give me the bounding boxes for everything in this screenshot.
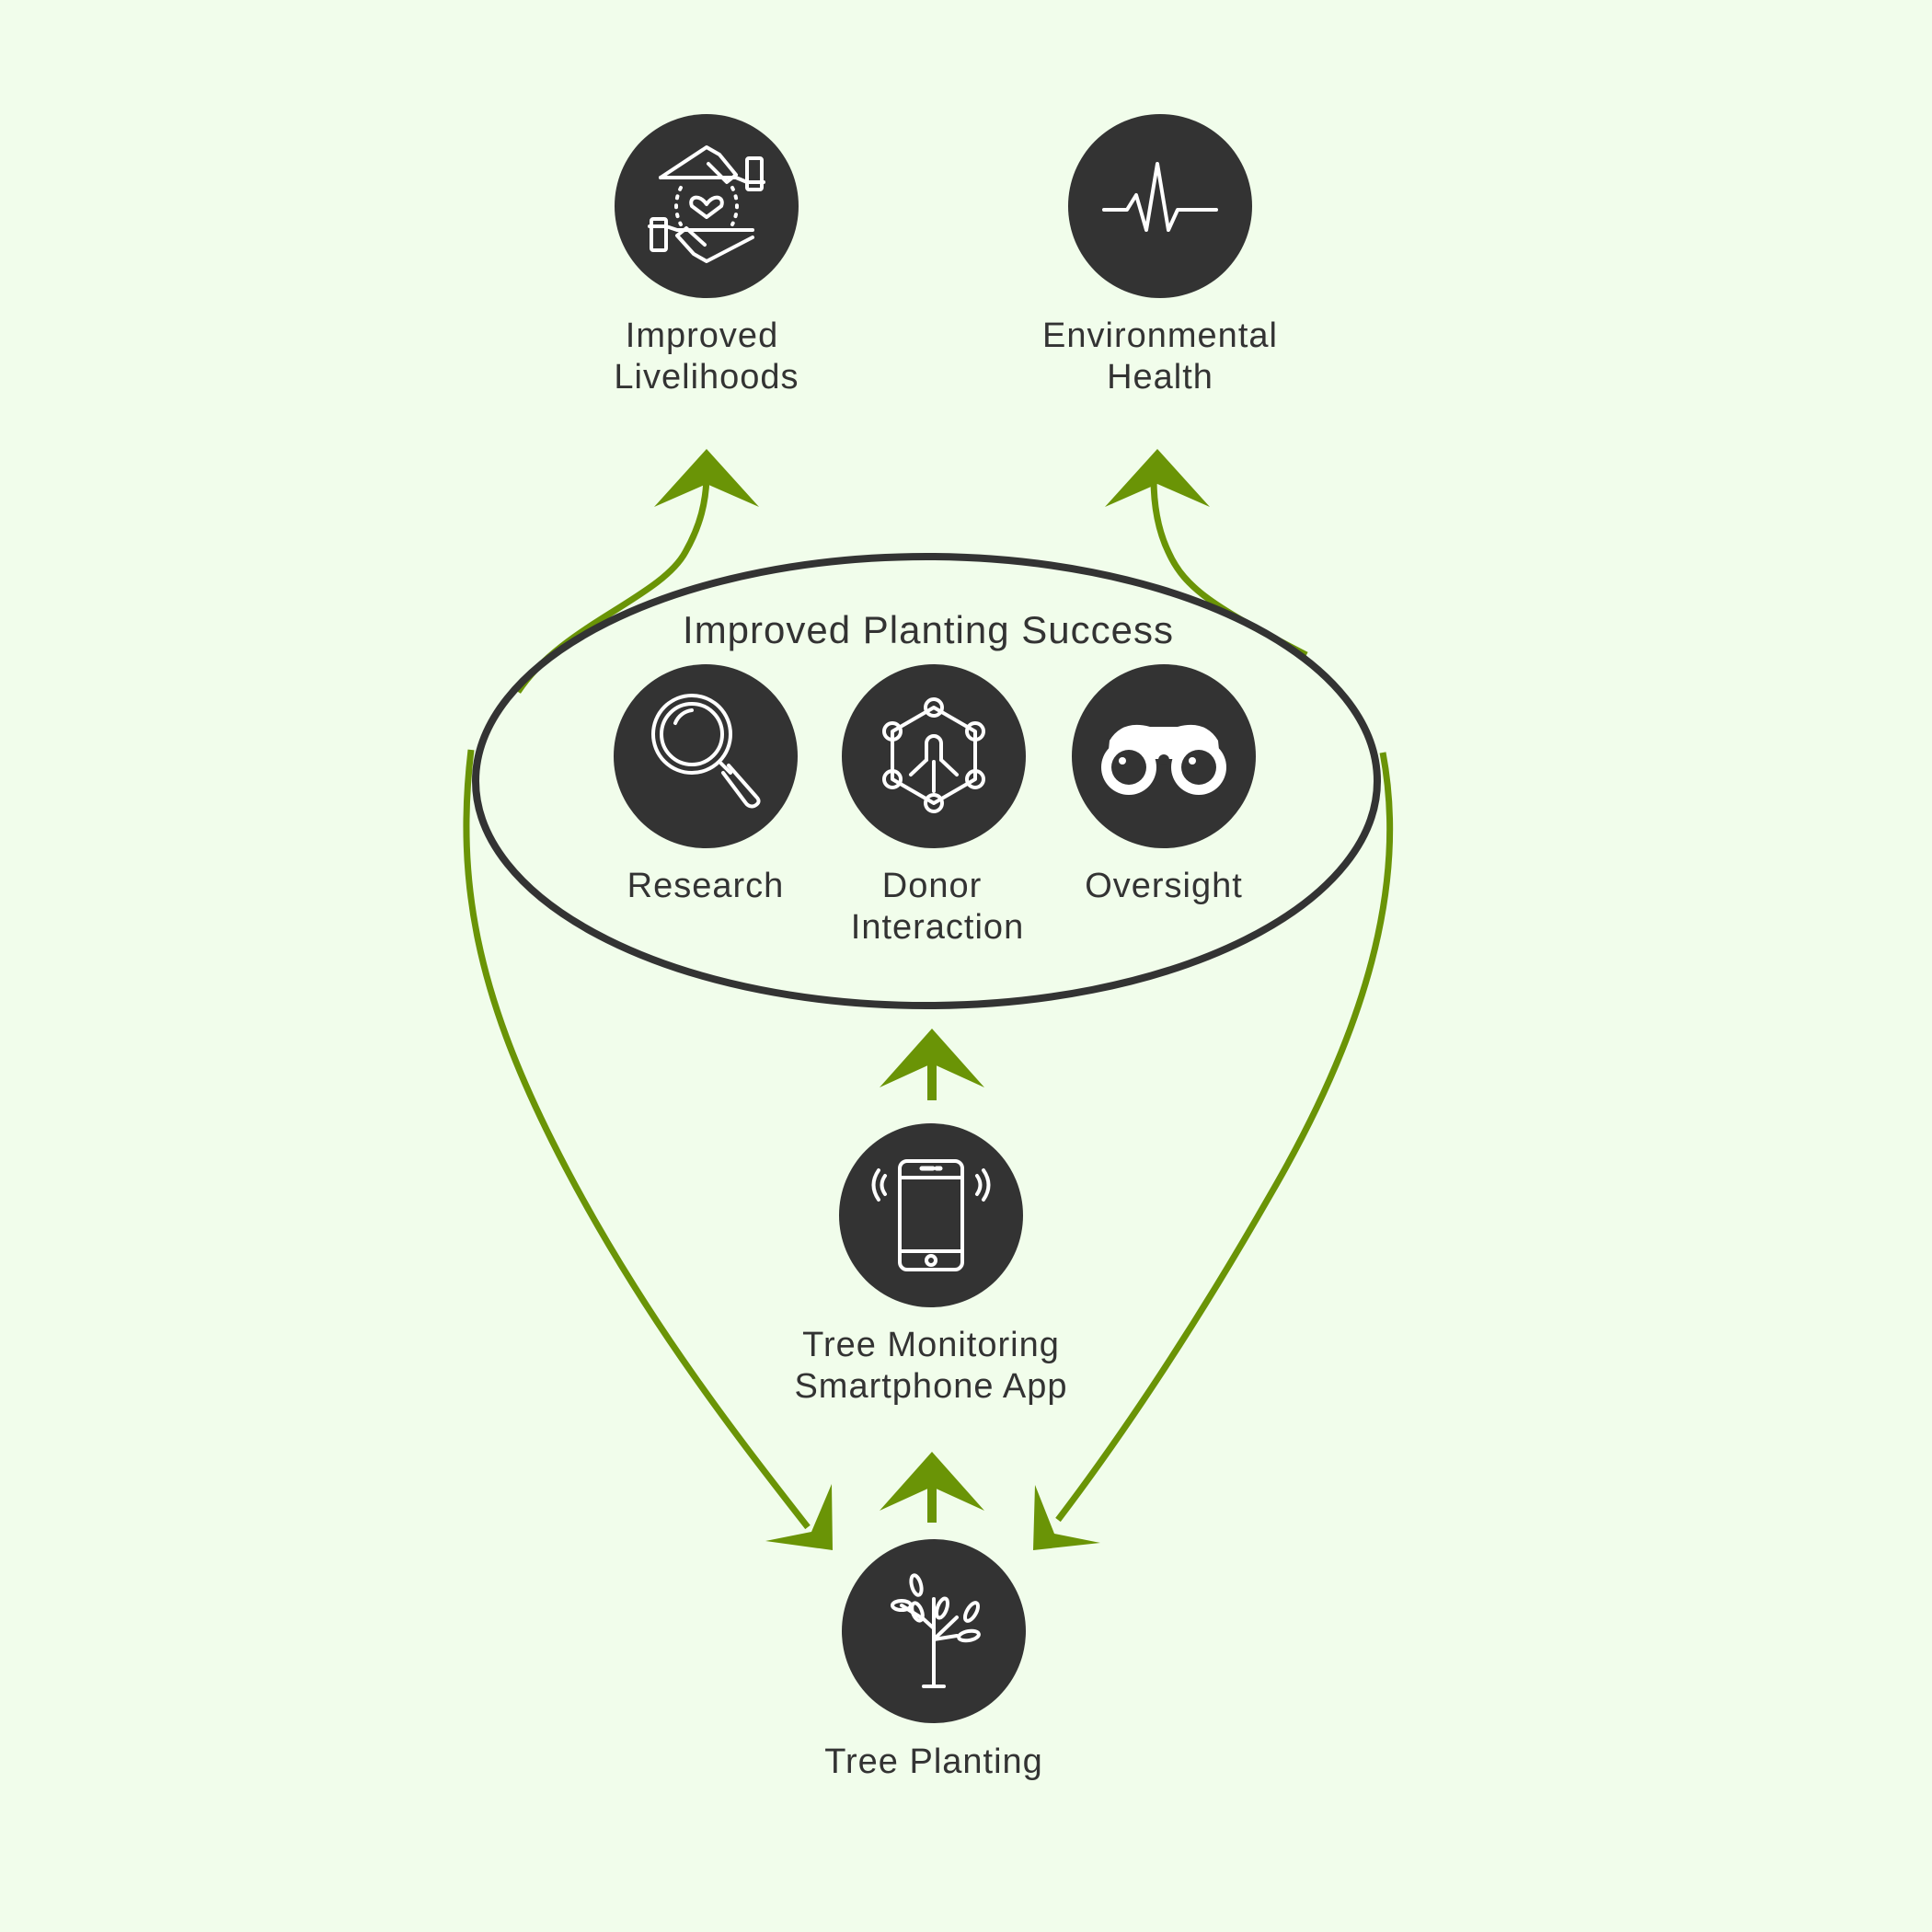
arrow-to-environment-head [1105,449,1210,507]
hands-heart-icon [648,145,765,263]
node-smartphone-app: Tree Monitoring Smartphone App [794,1123,1067,1406]
network-person-icon [882,697,985,813]
node-research: Research [614,664,798,905]
livelihoods-circle [615,114,799,298]
smartphone-icon [871,1159,991,1271]
arrow-loop-right [1055,752,1394,1523]
donor-circle [842,664,1026,848]
binoculars-icon [1101,724,1226,795]
group-title: Improved Planting Success [683,608,1174,651]
node-environmental-health: Environmental Health [1042,114,1278,397]
arrow-app-to-group-head [880,1029,984,1087]
arrow-planting-to-app-head [880,1452,984,1511]
node-donor-interaction: Donor Interaction [842,664,1026,947]
node-tree-planting: Tree Planting [824,1539,1043,1781]
arrow-loop-left-head [765,1484,833,1550]
magnifier-icon [651,694,761,809]
livelihoods-label-line2: Livelihoods [614,358,799,397]
app-label-line2: Smartphone App [794,1367,1067,1406]
environment-circle [1068,114,1252,298]
research-circle [614,664,798,848]
oversight-label: Oversight [1085,867,1243,905]
planting-label: Tree Planting [824,1742,1043,1781]
sapling-icon [891,1573,981,1688]
donor-label-line2: Interaction [851,908,1024,947]
app-circle [839,1123,1023,1307]
arrow-loop-right-head [1033,1485,1100,1550]
environment-label-line1: Environmental [1042,316,1278,355]
node-improved-livelihoods: Improved Livelihoods [614,114,799,397]
donor-label-line1: Donor [882,867,983,905]
livelihoods-label-line1: Improved [626,316,778,355]
research-label: Research [627,867,785,905]
node-oversight: Oversight [1072,664,1256,905]
improved-planting-success-ellipse [472,553,1381,1009]
arrow-loop-left [463,749,811,1530]
environment-label-line2: Health [1107,358,1213,397]
heartbeat-icon [1102,162,1218,232]
arrow-to-livelihoods-head [654,449,759,507]
app-label-line1: Tree Monitoring [802,1326,1060,1364]
